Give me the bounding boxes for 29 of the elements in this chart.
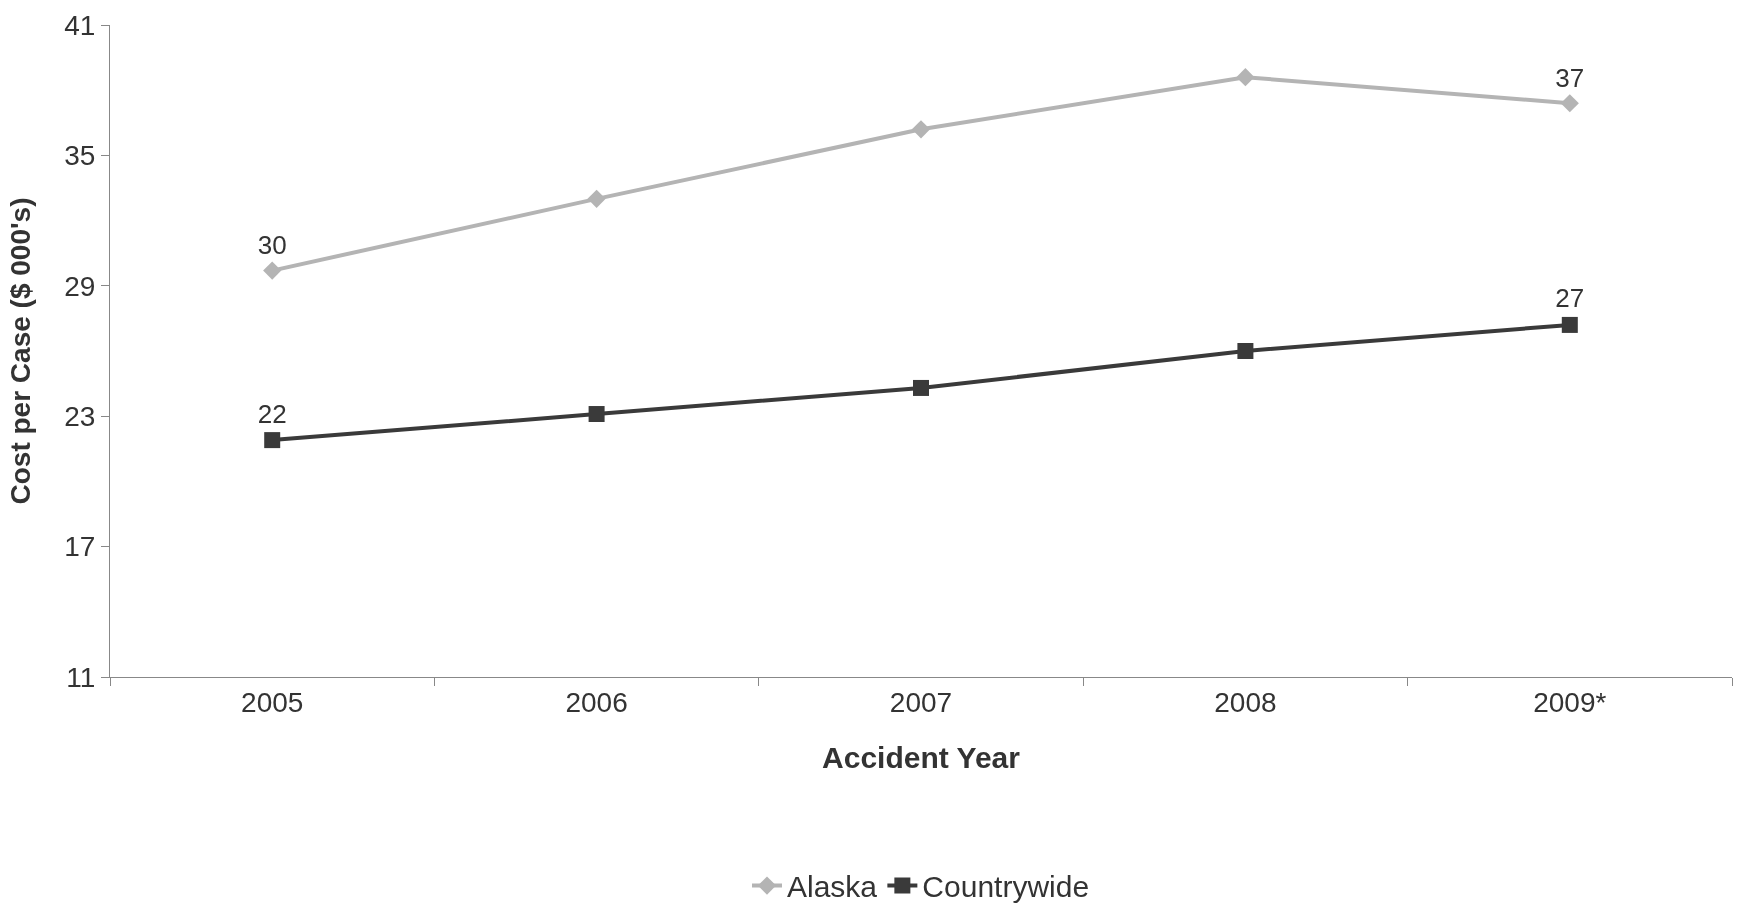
y-tick-label: 35: [64, 140, 96, 172]
legend-label: Alaska: [787, 870, 878, 904]
x-tick-label: 2009*: [1533, 686, 1607, 718]
point: [1560, 94, 1579, 113]
y-tick-label: 29: [64, 270, 96, 302]
point: [911, 120, 931, 139]
y-axis-title: Cost per Case ($ 000's): [4, 197, 36, 505]
point: [1236, 68, 1255, 87]
point: [264, 432, 281, 449]
x-axis-title: Accident Year: [822, 741, 1021, 775]
point: [1237, 343, 1254, 359]
point: [588, 406, 605, 423]
data-label: 27: [1555, 283, 1585, 314]
data-label: 37: [1555, 62, 1585, 93]
point: [263, 261, 282, 280]
point: [1561, 316, 1578, 333]
point: [913, 379, 929, 396]
point: [587, 189, 606, 208]
y-tick-label: 17: [64, 531, 96, 563]
data-label: 22: [257, 398, 287, 429]
legend-label: Countrywide: [922, 870, 1090, 904]
x-tick-label: 2008: [1214, 686, 1277, 718]
y-tick-label: 41: [64, 9, 96, 41]
data-label: 30: [257, 230, 287, 261]
y-tick-label: 23: [64, 401, 96, 432]
x-tick-label: 2005: [241, 686, 304, 718]
y-tick-label: 11: [66, 661, 96, 693]
x-tick-label: 2007: [889, 686, 953, 718]
x-tick-label: 2006: [565, 686, 628, 718]
